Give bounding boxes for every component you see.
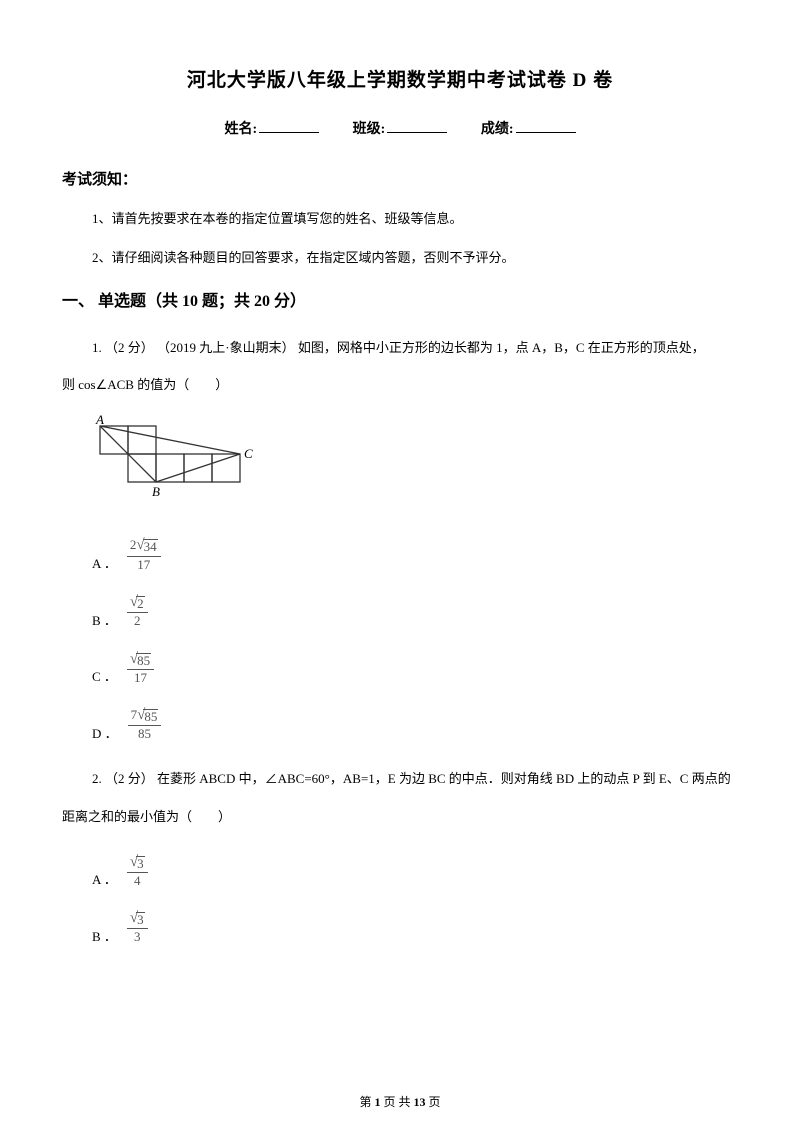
q1-optC-rad: 85	[136, 653, 151, 668]
footer-left: 第	[359, 1095, 374, 1109]
q1-option-d: D ． 785 85	[92, 707, 738, 742]
notice-item-2: 2、请仔细阅读各种题目的回答要求，在指定区域内答题，否则不予评分。	[92, 248, 738, 269]
q1-optC-frac: 85 17	[127, 651, 154, 686]
q1-optC-den: 17	[134, 670, 147, 685]
q1-optD-frac: 785 85	[128, 707, 162, 742]
q2-optA-frac: 3 4	[127, 854, 148, 889]
q1-optB-rad: 2	[136, 596, 145, 611]
option-label-d: D ．	[92, 723, 118, 742]
footer-mid: 页 共	[380, 1095, 413, 1109]
q1-line1: 1. （2 分） （2019 九上·象山期末） 如图，网格中小正方形的边长都为 …	[92, 333, 738, 363]
label-A: A	[95, 414, 104, 427]
class-blank[interactable]	[387, 132, 447, 133]
q1-optD-rad: 85	[143, 709, 158, 724]
q1-optD-den: 85	[138, 726, 151, 741]
q1-diagram: A C B	[92, 414, 738, 515]
q2-line2: 距离之和的最小值为（ ）	[62, 802, 738, 832]
name-label: 姓名:	[224, 122, 257, 137]
footer-total: 13	[414, 1095, 426, 1109]
option-label-c: C ．	[92, 666, 117, 685]
q1-optB-frac: 2 2	[127, 594, 148, 629]
info-row: 姓名: 班级: 成绩:	[62, 118, 738, 138]
score-label: 成绩:	[481, 122, 514, 137]
q1-option-b: B ． 2 2	[92, 594, 738, 629]
score-blank[interactable]	[516, 132, 576, 133]
class-label: 班级:	[353, 122, 386, 137]
q2-line1: 2. （2 分） 在菱形 ABCD 中，∠ABC=60°，AB=1，E 为边 B…	[92, 764, 738, 794]
label-B: B	[152, 484, 160, 499]
option-label-b: B ．	[92, 610, 117, 629]
q2-optB-frac: 3 3	[127, 910, 148, 945]
q1-option-a: A ． 234 17	[92, 537, 738, 572]
q2-option-label-b: B ．	[92, 926, 117, 945]
q1-optB-den: 2	[134, 613, 141, 628]
notice-title: 考试须知：	[62, 168, 738, 189]
section-1-title: 一、 单选题（共 10 题；共 20 分）	[62, 287, 738, 311]
name-blank[interactable]	[259, 132, 319, 133]
q1-optA-rad: 34	[143, 539, 158, 554]
q2-optB-den: 3	[134, 929, 141, 944]
exam-title: 河北大学版八年级上学期数学期中考试试卷 D 卷	[62, 65, 738, 92]
option-label-a: A ．	[92, 553, 117, 572]
label-C: C	[244, 446, 253, 461]
footer-right: 页	[426, 1095, 441, 1109]
q1-optA-den: 17	[137, 557, 150, 572]
q2-optA-rad: 3	[136, 856, 145, 871]
page-footer: 第 1 页 共 13 页	[0, 1093, 800, 1110]
q2-option-a: A ． 3 4	[92, 854, 738, 889]
q2-option-label-a: A ．	[92, 869, 117, 888]
q1-line2: 则 cos∠ACB 的值为（ ）	[62, 370, 738, 400]
notice-item-1: 1、请首先按要求在本卷的指定位置填写您的姓名、班级等信息。	[92, 209, 738, 230]
q1-option-c: C ． 85 17	[92, 651, 738, 686]
q2-option-b: B ． 3 3	[92, 910, 738, 945]
q2-optB-rad: 3	[136, 912, 145, 927]
q2-optA-den: 4	[134, 873, 141, 888]
q1-optA-frac: 234 17	[127, 537, 161, 572]
